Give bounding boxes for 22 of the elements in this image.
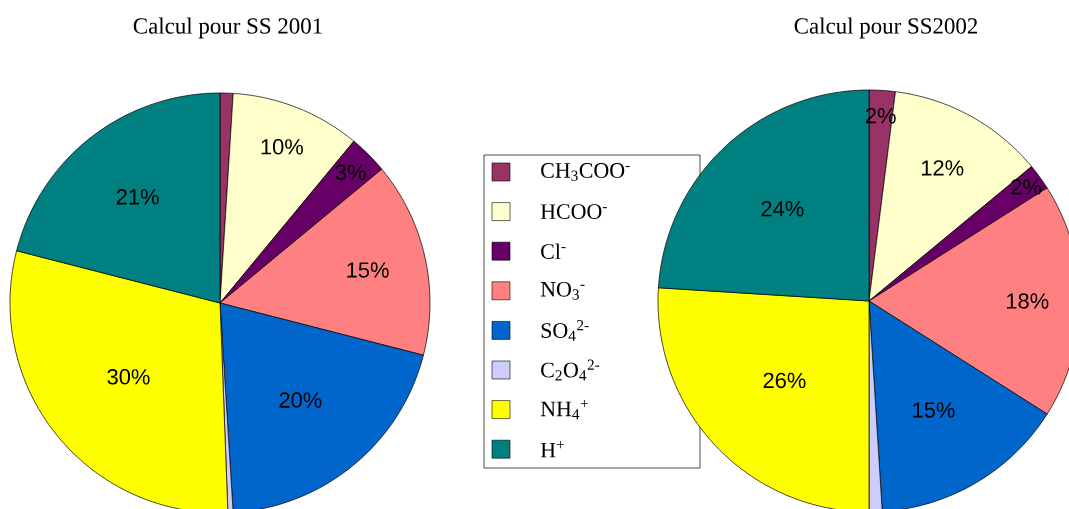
legend-label: NO$_{3}$- xyxy=(540,281,585,300)
data-label: 20% xyxy=(279,392,322,408)
legend-label: H$^{+}$ xyxy=(540,441,564,458)
legend-label: SO$_{4}$2- xyxy=(541,320,589,341)
data-label: 15% xyxy=(347,262,389,278)
data-label: 15% xyxy=(913,402,955,418)
data-label: 2% xyxy=(1011,179,1042,195)
data-label: 10% xyxy=(261,139,303,155)
chart-title: Calcul pour SS2002 xyxy=(794,17,978,39)
data-label: 30% xyxy=(107,369,150,385)
legend-label: CH$_{3}$COO$^{-}$ xyxy=(541,163,630,181)
data-label: 26% xyxy=(763,372,806,389)
data-label: 18% xyxy=(1007,293,1049,309)
legend-label: Cl$^{-}$ xyxy=(541,243,566,259)
legend-label: HCOO$^{-}$ xyxy=(540,204,607,219)
data-label: 24% xyxy=(761,200,804,217)
legend-label: NH$_{4}$+ xyxy=(540,399,588,420)
data-label: 3% xyxy=(335,164,366,181)
chart-title: Calcul pour SS 2001 xyxy=(133,17,322,39)
data-label: 21% xyxy=(116,189,159,205)
legend-label: C$_{2}$O$_{4}$2- xyxy=(541,359,600,381)
data-label: 12% xyxy=(921,160,964,176)
